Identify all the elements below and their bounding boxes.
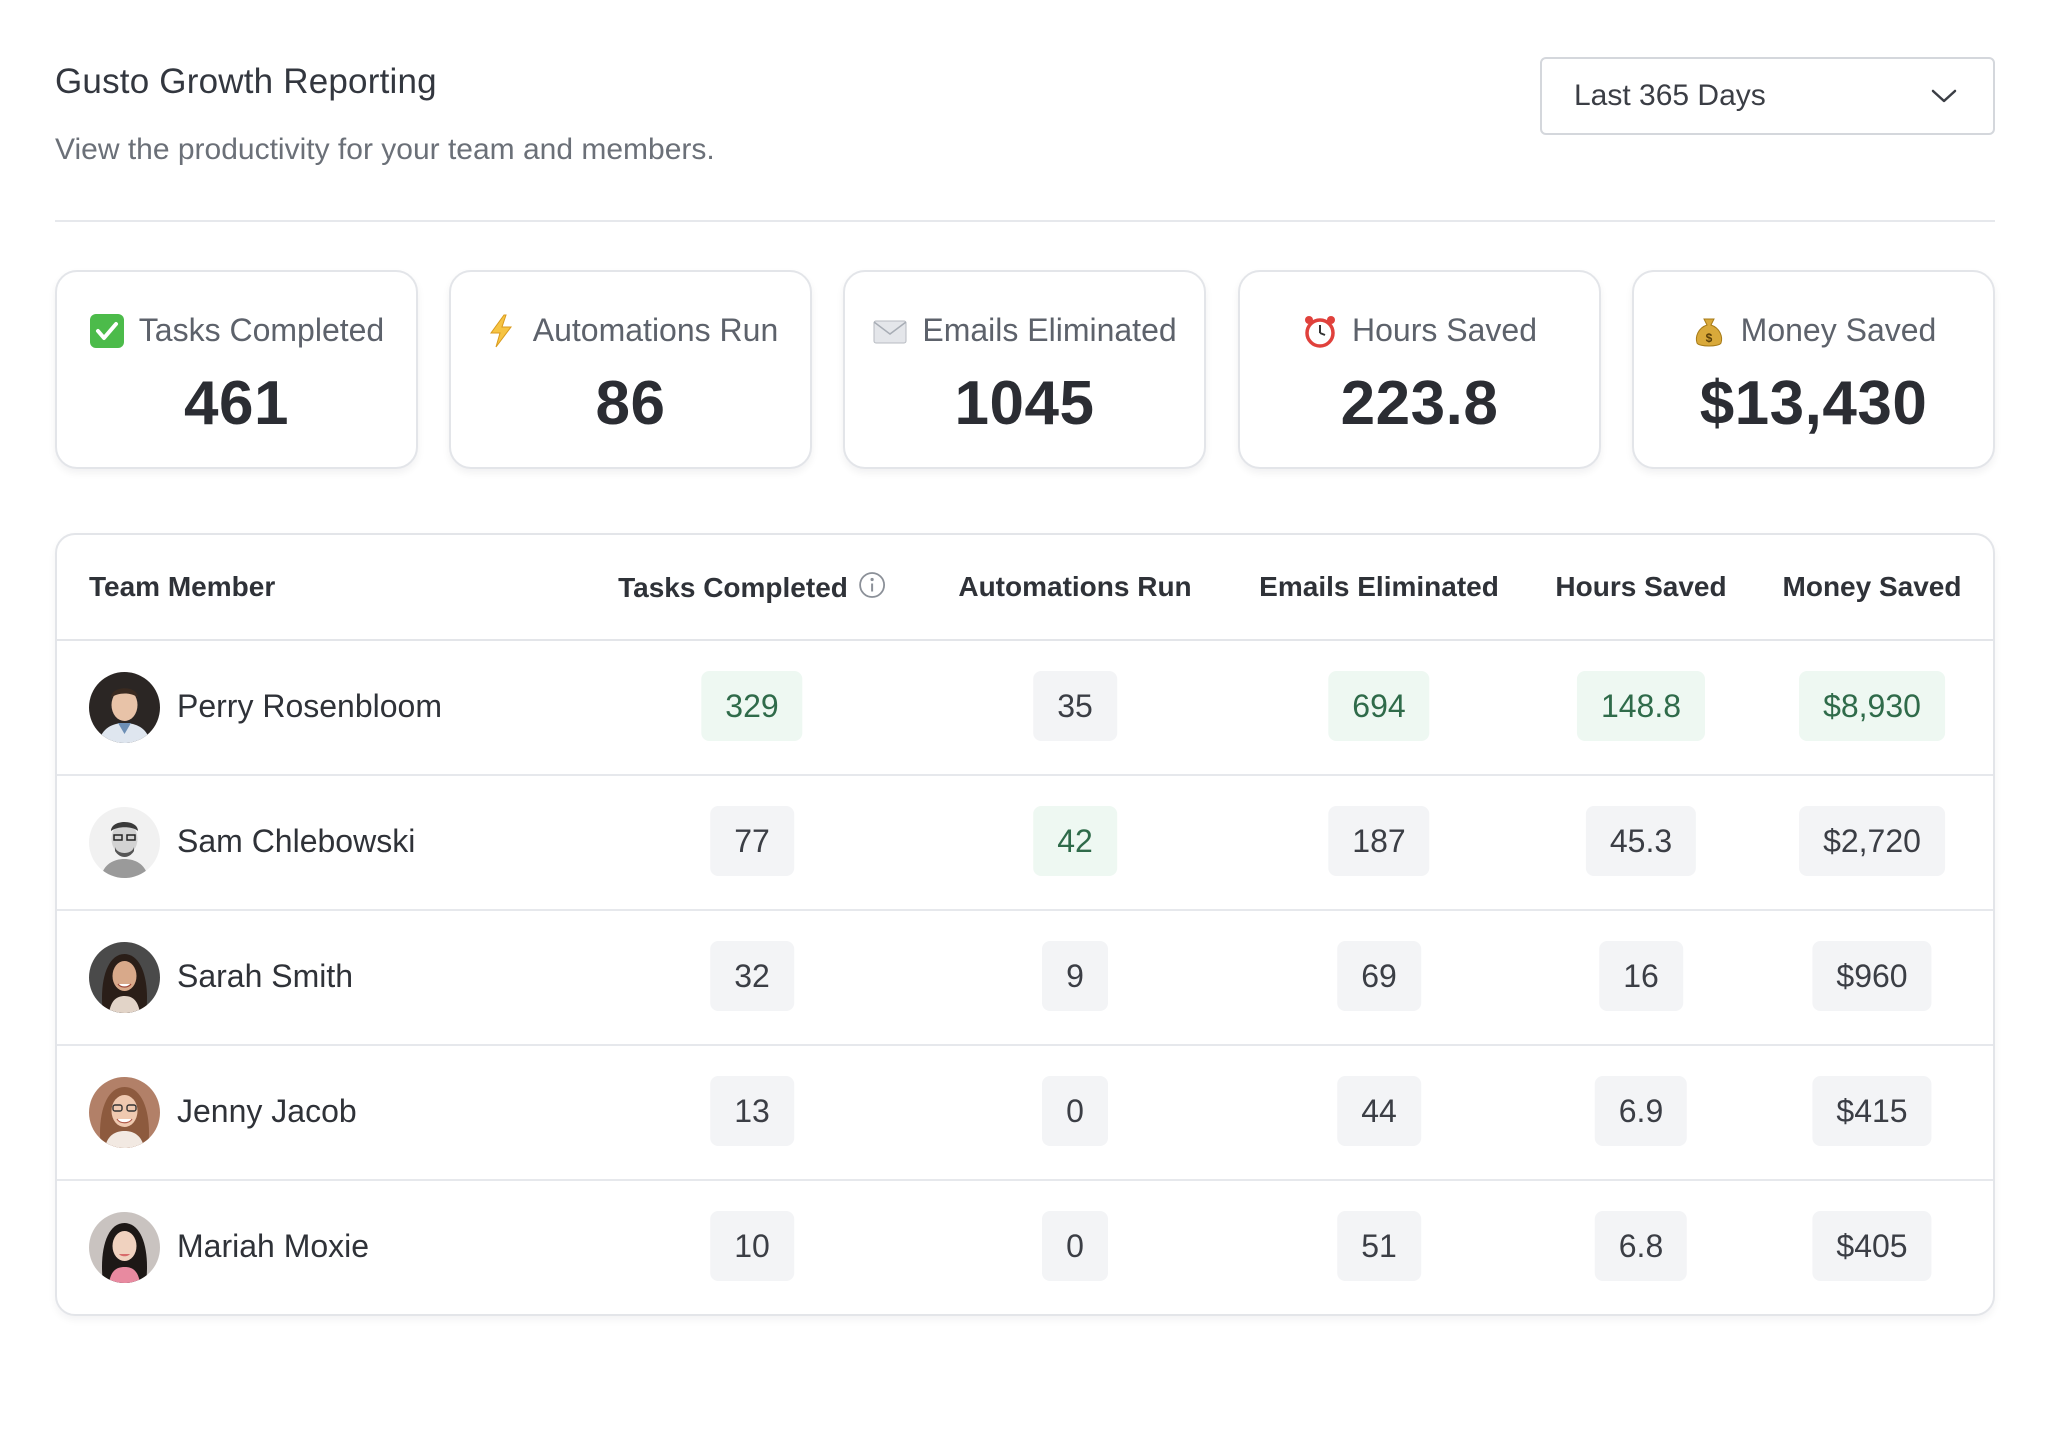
team-table: Team Member Tasks Completed Automations … bbox=[55, 533, 1995, 1316]
money-value: $405 bbox=[1812, 1211, 1932, 1281]
avatar bbox=[89, 942, 160, 1013]
column-header-emails: Emails Eliminated bbox=[1259, 571, 1499, 602]
avatar bbox=[89, 807, 160, 878]
stat-card-tasks: Tasks Completed 461 bbox=[55, 270, 418, 469]
hours-value: 45.3 bbox=[1585, 806, 1697, 876]
emails-value: 44 bbox=[1337, 1076, 1421, 1146]
stat-value: 86 bbox=[595, 369, 666, 438]
member-name: Sarah Smith bbox=[177, 958, 354, 994]
member-name: Perry Rosenbloom bbox=[177, 688, 442, 724]
tasks-value: 10 bbox=[710, 1211, 794, 1281]
automations-value: 0 bbox=[1042, 1211, 1108, 1281]
stat-value: $13,430 bbox=[1699, 369, 1928, 438]
stat-label: Money Saved bbox=[1740, 312, 1937, 348]
stat-card-money: $ Money Saved $13,430 bbox=[1632, 270, 1995, 469]
column-header-automations: Automations Run bbox=[958, 571, 1192, 602]
automations-value: 0 bbox=[1042, 1076, 1108, 1146]
page-title: Gusto Growth Reporting bbox=[55, 62, 437, 101]
automations-value: 42 bbox=[1033, 806, 1117, 876]
reporting-page: Gusto Growth Reporting View the producti… bbox=[55, 0, 1995, 1316]
member-name: Sam Chlebowski bbox=[177, 823, 416, 859]
money-bag-icon: $ bbox=[1695, 318, 1722, 346]
stat-label: Hours Saved bbox=[1352, 312, 1537, 348]
stat-label: Emails Eliminated bbox=[922, 312, 1177, 348]
date-range-dropdown[interactable]: Last 365 Days bbox=[1540, 57, 1995, 135]
tasks-value: 77 bbox=[710, 806, 794, 876]
check-mark-icon bbox=[89, 313, 124, 348]
emails-value: 69 bbox=[1337, 941, 1421, 1011]
automations-value: 9 bbox=[1042, 941, 1108, 1011]
info-icon[interactable] bbox=[858, 571, 886, 599]
stat-value: 223.8 bbox=[1340, 369, 1499, 438]
stat-value: 461 bbox=[184, 369, 289, 438]
column-header-tasks-label: Tasks Completed bbox=[618, 572, 848, 603]
table-row[interactable]: Jenny Jacob 13 0 44 6.9 $415 bbox=[57, 1046, 1993, 1181]
table-row[interactable]: Sarah Smith 32 9 69 16 $960 bbox=[57, 911, 1993, 1046]
stats-cards: Tasks Completed 461 Automations Run 86 E… bbox=[55, 270, 1995, 470]
stat-card-hours: Hours Saved 223.8 bbox=[1238, 270, 1601, 469]
hours-value: 6.9 bbox=[1594, 1076, 1688, 1146]
emails-value: 694 bbox=[1328, 671, 1430, 741]
emails-value: 187 bbox=[1328, 806, 1430, 876]
date-range-value: Last 365 Days bbox=[1574, 79, 1766, 112]
table-row[interactable]: Mariah Moxie 10 0 51 6.8 $405 bbox=[57, 1181, 1993, 1314]
stat-card-emails: Emails Eliminated 1045 bbox=[843, 270, 1206, 469]
member-name: Jenny Jacob bbox=[177, 1093, 357, 1129]
column-header-member: Team Member bbox=[89, 571, 276, 602]
avatar bbox=[89, 672, 160, 743]
column-header-hours: Hours Saved bbox=[1555, 571, 1727, 602]
stat-card-automations: Automations Run 86 bbox=[449, 270, 812, 469]
hours-value: 148.8 bbox=[1576, 671, 1706, 741]
money-value: $415 bbox=[1812, 1076, 1932, 1146]
money-value: $8,930 bbox=[1799, 671, 1945, 741]
stat-label: Automations Run bbox=[532, 312, 779, 348]
hours-value: 16 bbox=[1599, 941, 1683, 1011]
money-value: $960 bbox=[1812, 941, 1932, 1011]
hours-value: 6.8 bbox=[1594, 1211, 1688, 1281]
member-name: Mariah Moxie bbox=[177, 1228, 370, 1264]
page-header: Gusto Growth Reporting View the producti… bbox=[55, 0, 1995, 222]
money-value: $2,720 bbox=[1799, 806, 1945, 876]
column-header-tasks: Tasks Completed bbox=[618, 571, 886, 604]
page-subtitle: View the productivity for your team and … bbox=[55, 133, 715, 166]
emails-value: 51 bbox=[1337, 1211, 1421, 1281]
stat-label: Tasks Completed bbox=[138, 312, 385, 348]
table-row[interactable]: Sam Chlebowski 77 42 187 45.3 $2,720 bbox=[57, 776, 1993, 911]
tasks-value: 32 bbox=[710, 941, 794, 1011]
column-header-money: Money Saved bbox=[1782, 571, 1962, 602]
avatar bbox=[89, 1212, 160, 1283]
chevron-down-icon bbox=[1931, 89, 1957, 103]
stat-value: 1045 bbox=[954, 369, 1095, 438]
tasks-value: 13 bbox=[710, 1076, 794, 1146]
table-row[interactable]: Perry Rosenbloom 329 35 694 148.8 $8,930 bbox=[57, 641, 1993, 776]
envelope-icon bbox=[873, 320, 907, 343]
tasks-value: 329 bbox=[701, 671, 803, 741]
svg-text:$: $ bbox=[1705, 331, 1712, 345]
lightning-icon bbox=[489, 314, 512, 347]
alarm-clock-icon bbox=[1305, 315, 1335, 348]
automations-value: 35 bbox=[1033, 671, 1117, 741]
table-header: Team Member Tasks Completed Automations … bbox=[57, 535, 1993, 641]
avatar bbox=[89, 1077, 160, 1148]
